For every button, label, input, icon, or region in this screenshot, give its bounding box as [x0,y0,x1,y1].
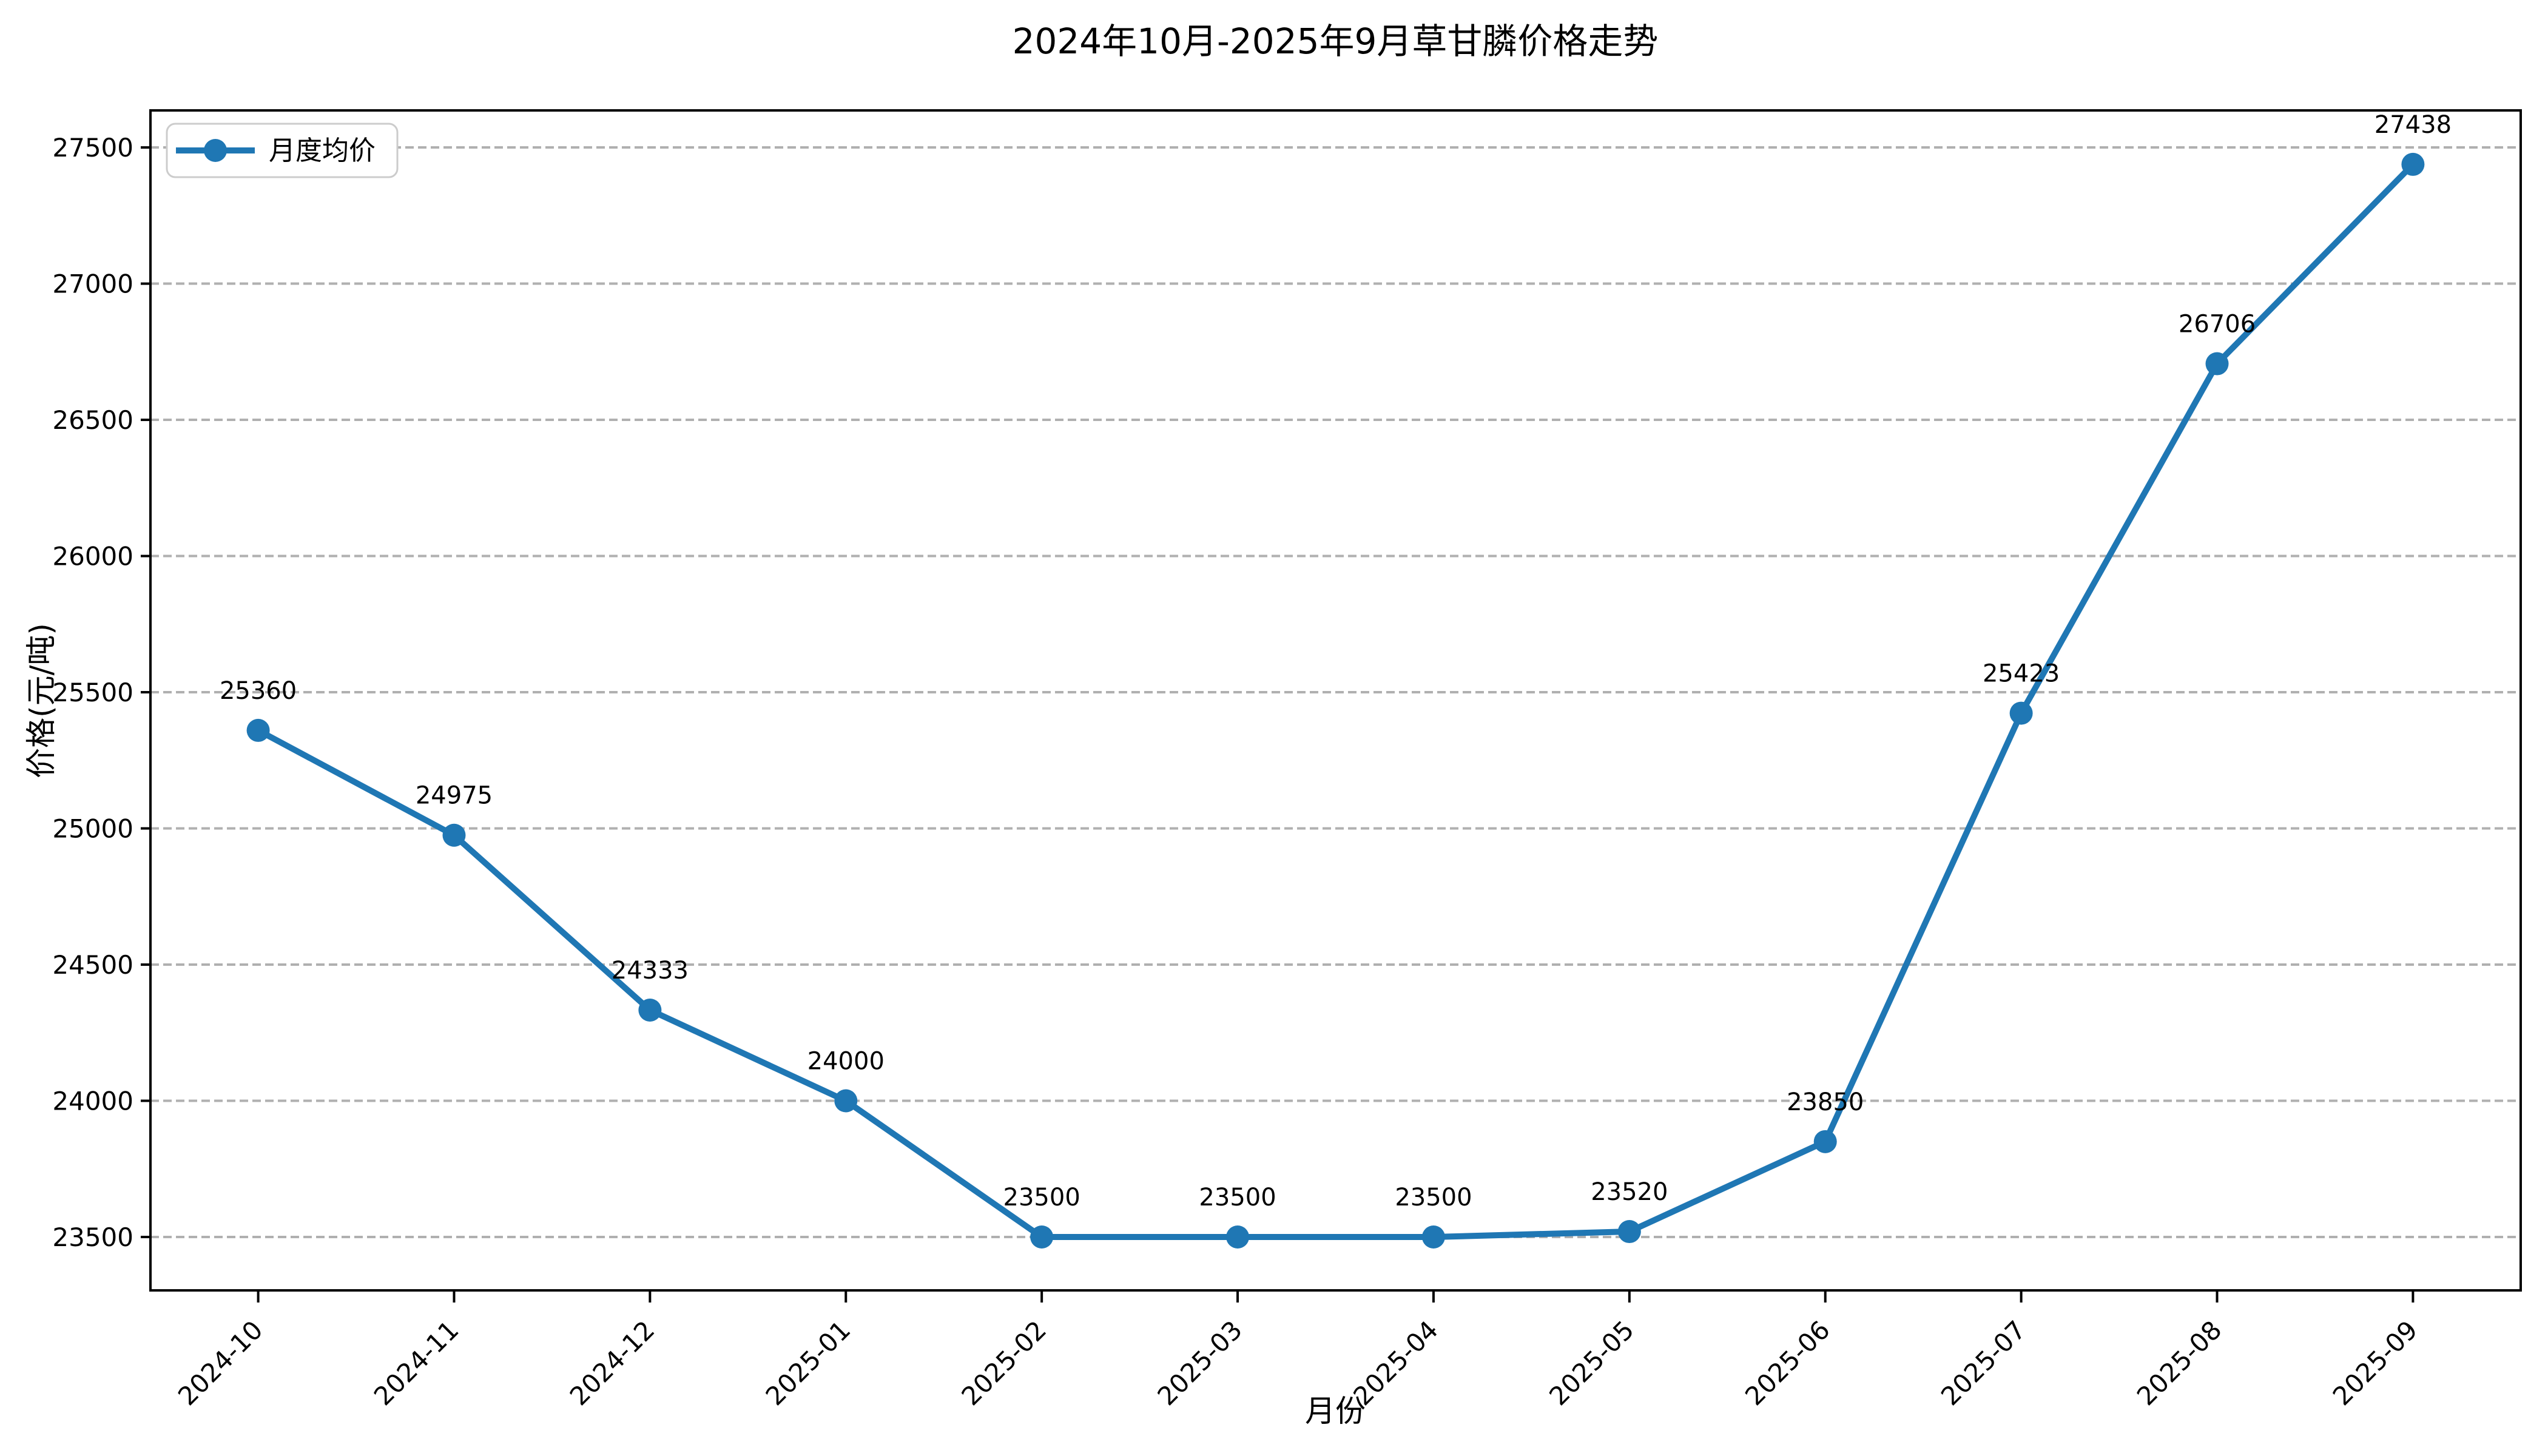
data-point-label: 26706 [2179,311,2256,339]
data-point-marker [638,998,662,1022]
x-tick-label: 2024-10 [172,1315,269,1411]
data-point-label: 24000 [807,1048,885,1076]
x-tick-label: 2025-07 [1935,1315,2032,1411]
data-point-label: 23500 [1003,1184,1080,1212]
data-point-label: 24333 [612,957,689,985]
x-tick-label: 2024-11 [368,1315,465,1411]
x-tick-label: 2025-03 [1151,1315,1248,1411]
x-axis-label: 月份 [1305,1394,1366,1429]
y-tick-label: 27500 [52,133,133,163]
data-point-marker [1421,1225,1445,1249]
data-point-label: 23500 [1395,1184,1472,1212]
x-tick-label: 2024-12 [564,1315,661,1411]
y-tick-label: 24000 [52,1087,133,1116]
data-point-marker [834,1089,858,1113]
y-tick-label: 24500 [52,950,133,980]
x-tick-label: 2025-08 [2131,1315,2228,1411]
axes: 23500 24000 24500 25000 25500 26000 26500 27000… [52,133,2423,1411]
x-tick-label: 2025-02 [956,1315,1052,1411]
x-tick-label: 2025-09 [2327,1315,2424,1411]
y-tick-label: 25000 [52,814,133,844]
data-point-marker [2205,352,2229,376]
data-point-label: 23850 [1787,1088,1864,1116]
data-point-label: 25360 [220,677,297,705]
data-point-label: 23500 [1199,1184,1276,1212]
x-tick-label: 2025-01 [760,1315,857,1411]
data-point-marker [1617,1220,1641,1244]
y-tick-label: 26000 [52,542,133,571]
data-point-marker [2009,701,2033,725]
y-tick-label: 23500 [52,1222,133,1252]
legend-box [166,123,399,178]
chart-title: 2024年10月-2025年9月草甘膦价格走势 [1013,21,1659,62]
gridlines [150,146,2521,1238]
x-tick-label: 2025-05 [1543,1315,1640,1411]
y-tick-label: 25500 [52,678,133,707]
data-point-marker [1030,1225,1054,1249]
legend: 月度均价 [166,123,399,178]
y-axis-label: 价格(元/吨) [24,623,59,778]
x-tick-label: 2025-06 [1739,1315,1836,1411]
series-monthly-average-price: 25360 24975 24333 24000 23500 23500 23500 23520… [220,111,2452,1249]
legend-label: 月度均价 [269,135,376,166]
data-point-label: 23520 [1591,1178,1668,1206]
price-line [255,161,2416,1240]
legend-marker-icon [204,139,227,162]
y-tick-label: 27000 [52,269,133,299]
data-point-marker [1813,1130,1837,1153]
data-point-label: 27438 [2374,111,2452,139]
data-point-marker [246,718,270,742]
data-point-marker [2401,152,2425,176]
data-point-marker [1226,1225,1250,1249]
data-point-label: 24975 [416,782,493,810]
data-point-label: 25423 [1983,660,2060,688]
data-point-marker [442,823,466,847]
plot-border [149,109,2522,1292]
y-tick-label: 26500 [52,405,133,435]
